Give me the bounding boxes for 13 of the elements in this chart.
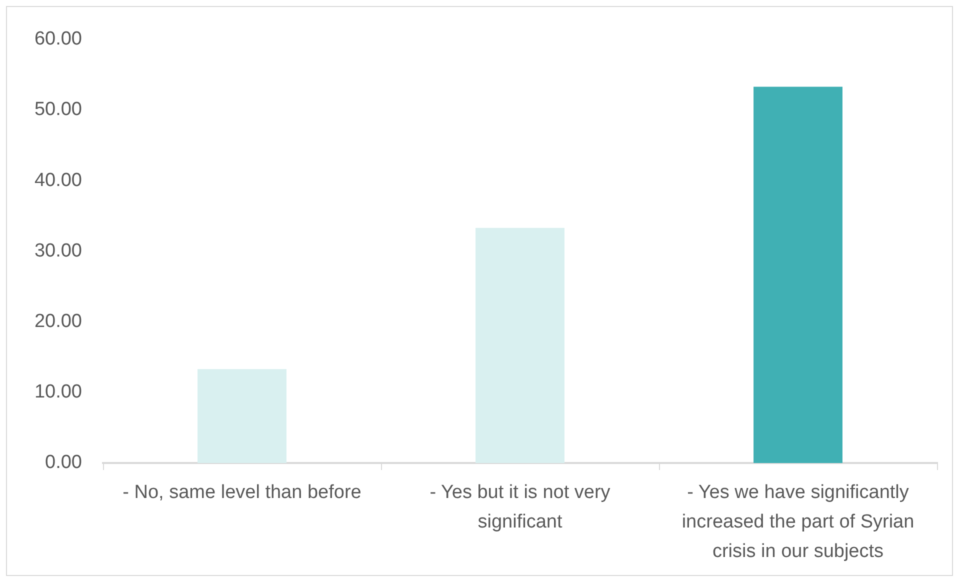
y-tick-label: 0.00 — [45, 452, 82, 474]
x-tick-label: - Yes but it is not very significant — [430, 482, 611, 532]
y-tick-label: 20.00 — [34, 311, 82, 332]
y-tick-label: 10.00 — [34, 382, 82, 403]
bar — [476, 228, 564, 463]
y-tick-label: 50.00 — [34, 99, 82, 120]
x-tick-label: - No, same level than before — [122, 482, 362, 503]
y-tick-label: 40.00 — [34, 170, 82, 191]
bar — [754, 86, 842, 463]
x-tick-label: - Yes we have significantly increased the part of Syrian crisis in our subjects — [682, 482, 914, 562]
y-tick-label: 60.00 — [34, 28, 82, 50]
y-tick-label: 30.00 — [34, 240, 82, 262]
bar — [198, 369, 286, 463]
